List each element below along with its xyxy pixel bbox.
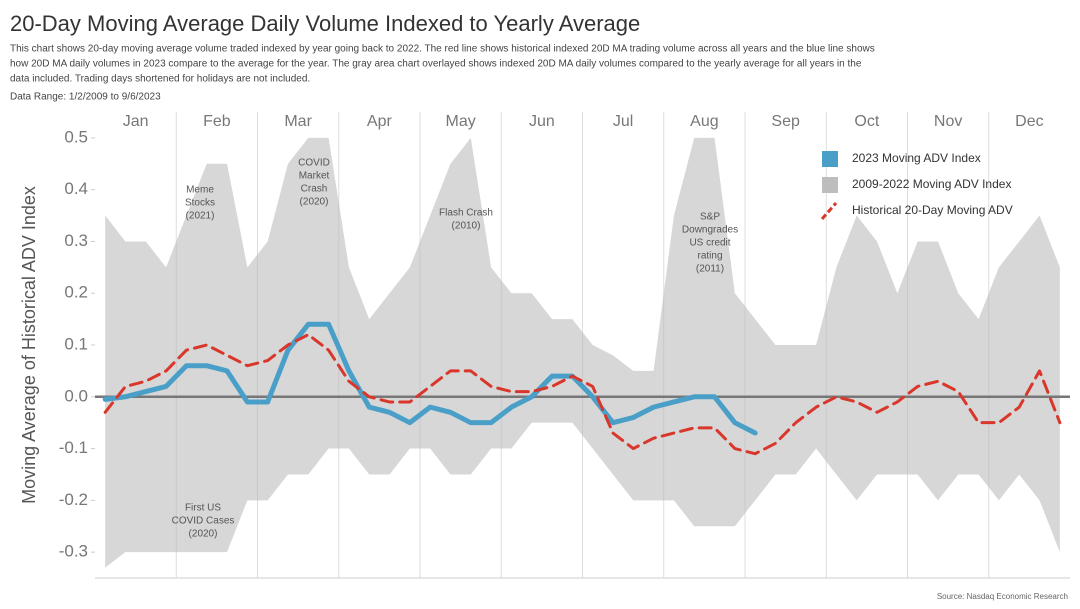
annotation: (2021) [186, 211, 215, 222]
source: Source: Nasdaq Economic Research [937, 592, 1068, 601]
x-tick-label: Nov [934, 113, 962, 130]
x-tick-label: Oct [854, 113, 879, 130]
legend-label: Historical 20-Day Moving ADV [852, 203, 1013, 217]
annotation: Market [299, 171, 330, 182]
annotation: COVID [298, 158, 330, 169]
y-tick-label: -0.2 [59, 490, 88, 509]
annotation: (2011) [696, 264, 724, 275]
y-tick-label: 0.4 [64, 179, 88, 198]
annotation: Stocks [185, 198, 215, 209]
x-tick-label: Aug [690, 113, 718, 130]
annotation: S&P [700, 212, 720, 223]
y-tick-label: 0.3 [64, 231, 88, 250]
x-tick-label: Feb [203, 113, 231, 130]
x-tick-label: Dec [1015, 113, 1043, 130]
legend-label: 2009-2022 Moving ADV Index [852, 177, 1011, 191]
annotation: (2020) [300, 197, 329, 208]
line [103, 333, 1062, 456]
y-axis-label: Moving Average of Historical ADV Index [19, 186, 39, 504]
x-tick-label: Apr [367, 113, 393, 130]
annotation: Flash Crash [439, 208, 493, 219]
subtitle: how 20D MA daily volumes in 2023 compare… [10, 59, 862, 70]
annotation: Downgrades [682, 225, 738, 236]
chart-title: 20-Day Moving Average Daily Volume Index… [10, 11, 640, 36]
x-tick-label: May [446, 113, 476, 130]
subtitle: This chart shows 20-day moving average v… [10, 44, 875, 55]
subtitle: data included. Trading days shortened fo… [10, 74, 310, 85]
legend-swatch [820, 202, 838, 220]
area [105, 137, 1060, 397]
annotation: First US [185, 503, 221, 514]
annotation: (2020) [189, 529, 218, 540]
annotation: rating [697, 251, 722, 262]
annotation: US credit [689, 238, 730, 249]
y-tick-label: 0.2 [64, 283, 88, 302]
legend-swatch [822, 151, 838, 167]
area [105, 396, 1060, 568]
x-tick-label: Jun [529, 113, 555, 130]
x-tick-label: Jul [613, 113, 633, 130]
legend-swatch [822, 177, 838, 193]
y-tick-label: 0.1 [64, 334, 88, 353]
x-tick-label: Sep [771, 113, 800, 130]
annotation: Crash [301, 184, 328, 195]
x-tick-label: Jan [123, 113, 149, 130]
annotation: (2010) [452, 221, 481, 232]
y-tick-label: -0.3 [59, 542, 88, 561]
x-tick-label: Mar [284, 113, 312, 130]
y-tick-label: -0.1 [59, 438, 88, 457]
annotation: Meme [186, 185, 214, 196]
annotation: COVID Cases [172, 516, 235, 527]
line [102, 321, 758, 436]
data-range: Data Range: 1/2/2009 to 9/6/2023 [10, 92, 161, 103]
legend-label: 2023 Moving ADV Index [852, 151, 981, 165]
y-tick-label: 0.5 [64, 127, 88, 146]
y-tick-label: 0.0 [64, 386, 88, 405]
